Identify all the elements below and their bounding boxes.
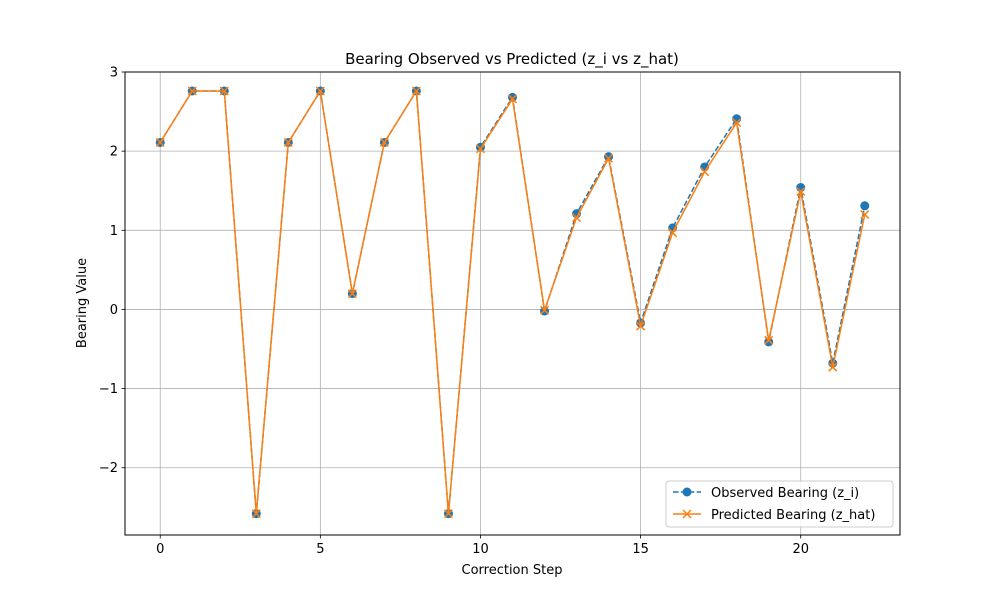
data-point-predicted	[251, 509, 261, 519]
data-point-predicted	[668, 228, 678, 238]
data-point-predicted	[796, 186, 806, 197]
y-tick-label: −2	[99, 461, 118, 476]
data-point-predicted	[732, 118, 742, 128]
y-tick-label: −1	[99, 382, 118, 397]
data-point-predicted	[572, 213, 582, 223]
x-tick-label: 5	[316, 542, 324, 557]
data-point-observed	[604, 152, 614, 162]
legend-box	[665, 480, 894, 528]
legend-entry-predicted: Predicted Bearing (z_hat)	[673, 508, 875, 523]
y-tick-label: 2	[110, 145, 118, 160]
data-point-predicted	[443, 509, 453, 519]
legend-entry-observed: Observed Bearing (z_i)	[673, 486, 859, 501]
data-point-predicted	[283, 137, 293, 147]
data-point-observed	[860, 201, 870, 211]
data-point-predicted	[219, 86, 229, 96]
data-point-predicted	[828, 362, 838, 372]
y-axis-label: Bearing Value	[75, 258, 90, 348]
x-tick-label: 10	[472, 542, 489, 557]
x-tick-label: 0	[156, 542, 164, 557]
data-point-predicted	[860, 209, 870, 219]
data-point-predicted	[636, 321, 646, 331]
y-tick-label: 1	[110, 224, 118, 239]
data-point-predicted	[347, 289, 357, 299]
data-point-predicted	[475, 144, 486, 154]
data-point-predicted	[507, 94, 518, 104]
data-point-predicted	[187, 86, 197, 96]
data-point-observed	[764, 337, 774, 347]
data-point-predicted	[604, 153, 614, 163]
data-point-predicted	[411, 86, 421, 96]
data-point-predicted	[539, 305, 550, 315]
x-tick-label: 20	[792, 542, 809, 557]
data-point-predicted	[764, 335, 774, 345]
y-tick-label: 3	[110, 66, 118, 81]
data-point-predicted	[379, 137, 389, 147]
legend: Observed Bearing (z_i) Predicted Bearing…	[665, 480, 894, 528]
axes-frame	[124, 71, 901, 536]
plot-series	[155, 86, 870, 519]
legend-marker-predicted	[682, 509, 692, 519]
x-axis-label: Correction Step	[462, 563, 563, 578]
axis-ticks: 0 5 10 15 20 −2 −1 0 1 2 3	[99, 66, 809, 558]
data-point-predicted	[700, 167, 710, 177]
data-point-predicted	[155, 137, 165, 147]
legend-label-observed: Observed Bearing (z_i)	[711, 486, 859, 501]
x-tick-label: 15	[632, 542, 649, 557]
legend-marker-observed	[682, 487, 692, 497]
legend-label-predicted: Predicted Bearing (z_hat)	[711, 508, 875, 523]
chart-title: Bearing Observed vs Predicted (z_i vs z_…	[345, 50, 679, 69]
y-tick-label: 0	[110, 303, 118, 318]
data-point-observed	[508, 92, 517, 102]
data-point-predicted	[315, 86, 325, 96]
